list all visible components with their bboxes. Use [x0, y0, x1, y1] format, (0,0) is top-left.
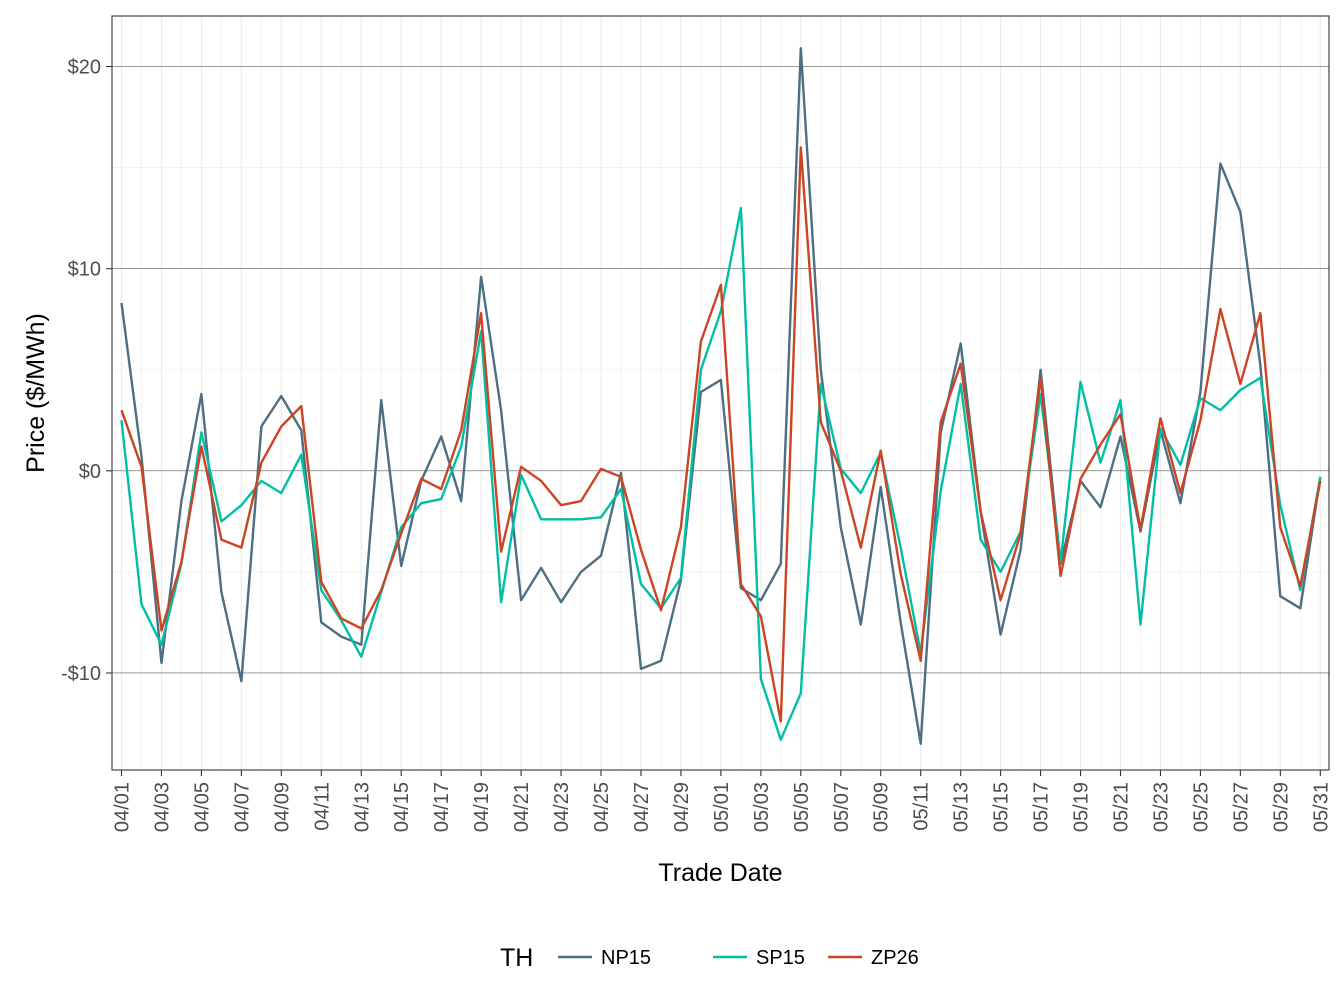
x-tick-label: 05/05	[791, 782, 813, 832]
y-tick-label: $10	[68, 259, 101, 281]
x-tick-label: 05/11	[911, 782, 933, 831]
x-tick-label: 05/03	[751, 782, 773, 832]
x-tick-label: 05/31	[1310, 782, 1332, 832]
x-tick-label: 05/09	[871, 782, 893, 832]
x-tick-label: 04/21	[511, 782, 533, 832]
x-tick-label: 04/05	[191, 782, 213, 832]
series-line-sp15	[120, 206, 1322, 741]
x-tick-label: 04/17	[431, 782, 453, 832]
x-tick-label: 04/09	[271, 782, 293, 832]
x-tick-label: 04/19	[471, 782, 493, 832]
y-axis: -$10 $0 $10 $20	[61, 57, 112, 685]
x-tick-label: 04/03	[151, 782, 173, 832]
x-tick-label: 04/29	[671, 782, 693, 832]
series-lines	[120, 47, 1322, 745]
x-tick-label: 05/15	[991, 782, 1013, 832]
x-tick-label: 05/01	[711, 782, 733, 832]
x-tick-label: 05/27	[1230, 782, 1252, 832]
x-axis-title: Trade Date	[658, 859, 782, 887]
x-tick-label: 05/13	[951, 782, 973, 832]
x-tick-label: 04/23	[551, 782, 573, 832]
legend-label-sp15: SP15	[756, 947, 805, 969]
legend-title: TH	[500, 944, 533, 972]
series-line-zp26	[120, 146, 1322, 723]
x-tick-label: 04/07	[231, 782, 253, 832]
legend-label-zp26: ZP26	[871, 947, 919, 969]
y-axis-title: Price ($/MWh)	[22, 313, 50, 473]
x-tick-label: 05/21	[1111, 782, 1133, 832]
x-tick-label: 04/25	[591, 782, 613, 832]
x-tick-label: 05/23	[1150, 782, 1172, 832]
x-tick-label: 05/25	[1190, 782, 1212, 832]
x-axis: 04/01 04/03 04/05 04/07 04/09 04/11 04/13 04/15…	[112, 770, 1332, 832]
y-tick-label: $0	[79, 461, 101, 483]
x-tick-label: 04/15	[391, 782, 413, 832]
legend-label-np15: NP15	[601, 947, 651, 969]
x-tick-label: 04/13	[351, 782, 373, 832]
x-tick-label: 05/29	[1270, 782, 1292, 832]
y-tick-label: -$10	[61, 663, 101, 685]
x-tick-label: 04/01	[112, 782, 134, 832]
x-tick-label: 05/19	[1071, 782, 1093, 832]
y-tick-label: $20	[68, 57, 101, 79]
series-line-np15	[120, 47, 1322, 745]
x-tick-label: 04/11	[311, 782, 333, 831]
x-tick-label: 05/07	[831, 782, 853, 832]
x-tick-label: 04/27	[631, 782, 653, 832]
legend: TH NP15 SP15 ZP26	[500, 944, 919, 972]
x-tick-label: 05/17	[1031, 782, 1053, 832]
